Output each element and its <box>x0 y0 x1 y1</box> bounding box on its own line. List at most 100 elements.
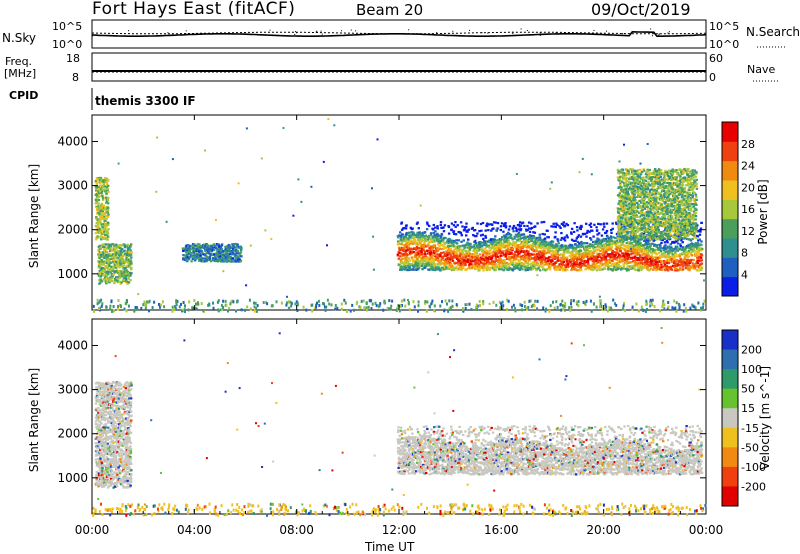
noise-dot <box>658 33 660 35</box>
noise-dot <box>658 34 660 36</box>
velocity-colorbar-tick: -200 <box>741 480 766 493</box>
noise-dot <box>294 34 296 36</box>
noise-dot <box>469 29 471 31</box>
noise-dot <box>621 33 623 35</box>
noise-dot <box>320 30 322 32</box>
freq-unit-label: [MHz] <box>4 67 37 80</box>
velocity-colorbar-segment <box>722 369 738 390</box>
velocity-panel-frame <box>91 318 707 515</box>
velocity-y-tick-label: 2000 <box>57 427 88 441</box>
cpid-label: CPID <box>9 89 39 102</box>
noise-dot <box>511 31 513 33</box>
noise-dot <box>92 35 94 37</box>
velocity-colorbar-tick: 100 <box>741 363 762 376</box>
velocity-colorbar-segment <box>722 330 738 351</box>
power-colorbar-tick: 12 <box>741 225 755 238</box>
noise-dot <box>520 28 522 30</box>
noise-dot <box>668 31 670 33</box>
noise-dot <box>185 30 187 32</box>
noise-dot <box>350 29 352 31</box>
x-tick-label: 00:00 <box>689 523 724 537</box>
station-title: Fort Hays East (fitACF) <box>92 0 296 19</box>
freq-left-tick-bottom: 8 <box>72 71 79 84</box>
velocity-colorbar-segment <box>722 388 738 409</box>
power-colorbar-segment <box>722 257 738 278</box>
x-tick-label: 08:00 <box>279 523 314 537</box>
noise-dot <box>606 30 608 32</box>
noise-dot <box>593 29 595 31</box>
noise-dot <box>402 33 404 35</box>
power-echo-region <box>396 220 704 272</box>
power-colorbar-tick: 4 <box>741 268 748 281</box>
power-y-tick-label: 3000 <box>57 179 88 193</box>
power-colorbar-segment <box>722 122 738 142</box>
power-echo-region <box>616 167 699 241</box>
x-tick-label: 04:00 <box>177 523 212 537</box>
noise-dot <box>269 29 271 31</box>
noise-dot <box>487 32 489 34</box>
noise-left-tick-top: 10^5 <box>52 20 83 33</box>
power-colorbar-segment <box>722 199 738 220</box>
x-axis-title: Time UT <box>365 540 415 554</box>
velocity-echo-region <box>94 380 133 489</box>
velocity-colorbar-tick: -100 <box>741 461 766 474</box>
noise-dot <box>499 35 501 37</box>
power-colorbar-segment <box>722 276 738 297</box>
date-title: 09/Oct/2019 <box>591 0 691 19</box>
noise-dot <box>315 31 317 33</box>
power-colorbar-segment <box>722 238 738 258</box>
velocity-near-range-scatter <box>92 327 707 517</box>
power-colorbar-tick: 28 <box>741 138 755 151</box>
noise-dot <box>481 32 483 34</box>
x-tick-label: 16:00 <box>484 523 519 537</box>
noise-dot <box>316 30 318 32</box>
power-colorbar-segment <box>722 218 738 239</box>
noise-dot <box>526 30 528 32</box>
noise-dot <box>512 33 514 35</box>
power-colorbar-tick: 16 <box>741 203 755 216</box>
power-panel-frame <box>91 114 707 311</box>
velocity-colorbar-segment <box>722 408 738 429</box>
noise-dot <box>127 30 129 32</box>
freq-label: Freq. <box>5 55 33 68</box>
freq-left-tick-top: 18 <box>66 52 80 65</box>
velocity-colorbar-tick: -15 <box>741 422 759 435</box>
velocity-colorbar-segment <box>722 486 738 507</box>
noise-dot <box>321 33 323 35</box>
velocity-y-tick-label: 3000 <box>57 383 88 397</box>
velocity-colorbar-frame <box>721 329 739 507</box>
freq-right-tick-top: 60 <box>709 52 723 65</box>
noise-dot <box>296 32 298 34</box>
velocity-colorbar-tick: 200 <box>741 344 762 357</box>
velocity-colorbar-segment <box>722 466 738 487</box>
power-y-tick-label: 1000 <box>57 267 88 281</box>
power-y-tick-label: 4000 <box>57 134 88 148</box>
power-y-tick-label: 2000 <box>57 223 88 237</box>
beam-title: Beam 20 <box>356 1 424 19</box>
power-colorbar-segment <box>722 141 738 162</box>
noise-sky-label: N.Sky <box>2 31 37 45</box>
noise-dot <box>452 30 454 32</box>
noise-dot <box>555 32 557 34</box>
noise-dot <box>408 29 410 31</box>
noise-dot <box>294 31 296 33</box>
freq-right-tick-bottom: 0 <box>709 71 716 84</box>
noise-search-label: N.Search <box>746 25 800 39</box>
freq-panel-frame <box>91 52 707 82</box>
noise-dot <box>167 32 169 34</box>
noise-dot <box>539 35 541 37</box>
velocity-y-tick-label: 4000 <box>57 338 88 352</box>
power-echo-region <box>181 242 243 263</box>
velocity-echo-region <box>396 424 704 476</box>
power-near-range-scatter <box>92 118 706 313</box>
nave-label: Nave <box>747 63 776 76</box>
x-tick-label: 20:00 <box>586 523 621 537</box>
noise-right-tick-bottom: 10^0 <box>709 38 740 51</box>
power-colorbar-segment <box>722 160 738 181</box>
noise-right-tick-top: 10^5 <box>709 20 740 33</box>
noise-dot <box>341 30 343 32</box>
noise-left-tick-bottom: 10^0 <box>52 38 83 51</box>
noise-dot <box>651 35 653 37</box>
noise-dot <box>650 28 652 30</box>
